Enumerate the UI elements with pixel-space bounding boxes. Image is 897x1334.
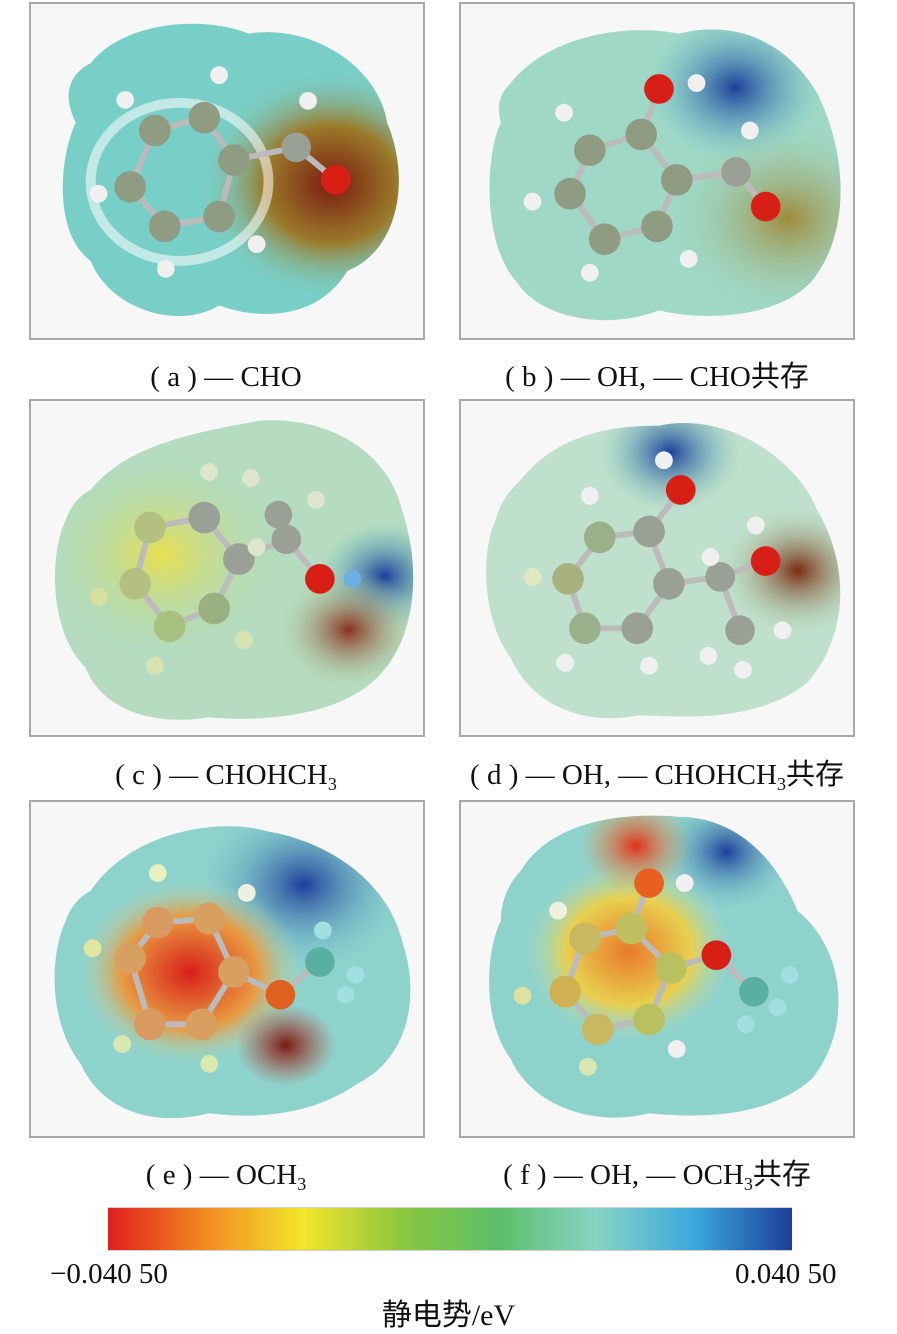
panel-d — [459, 399, 855, 737]
caption-f-main: OH, — OCH — [590, 1159, 744, 1191]
molecule-a-esp-map — [62, 23, 399, 317]
caption-f-sub: 3 — [743, 1174, 753, 1194]
panel-b — [459, 2, 855, 340]
molecule-d-esp-map — [486, 423, 841, 719]
caption-b: ( b ) — OH, — CHO共存 — [437, 360, 877, 394]
caption-c-prefix: ( c ) — — [115, 759, 206, 791]
atoms-b — [523, 74, 781, 282]
colorbar-title: 静电势/eV — [381, 1299, 516, 1332]
caption-a: ( a ) — CHO — [6, 360, 446, 394]
caption-d-prefix: ( d ) — — [470, 759, 562, 791]
atoms-f — [513, 868, 799, 1076]
caption-a-main: CHO — [240, 361, 302, 393]
esp-colorbar — [108, 1207, 792, 1251]
atoms-a — [89, 66, 351, 278]
caption-f-prefix: ( f ) — — [503, 1159, 591, 1191]
caption-e-prefix: ( e ) — — [145, 1159, 236, 1191]
caption-d: ( d ) — OH, — CHOHCH3共存 — [437, 758, 877, 795]
caption-b-prefix: ( b ) — — [505, 361, 597, 393]
caption-c: ( c ) — CHOHCH3 — [6, 758, 446, 795]
caption-d-main: OH, — CHOHCH — [561, 759, 777, 791]
caption-f-suffix: 共存 — [752, 1159, 811, 1191]
caption-f: ( f ) — OH, — OCH3共存 — [437, 1158, 877, 1195]
atoms-c — [89, 463, 362, 675]
caption-b-main: OH, — CHO共存 — [596, 361, 809, 393]
colorbar-min-label: −0.040 50 — [50, 1258, 168, 1290]
molecule-f-esp-map — [489, 815, 839, 1118]
caption-e: ( e ) — OCH3 — [6, 1158, 446, 1195]
molecule-e-esp-map — [54, 826, 411, 1119]
caption-e-main: OCH — [235, 1159, 298, 1191]
caption-e-sub: 3 — [297, 1174, 307, 1194]
panel-e — [29, 800, 425, 1138]
atoms-d — [523, 451, 792, 679]
panel-f — [459, 800, 855, 1138]
caption-d-suffix: 共存 — [785, 759, 844, 791]
panel-a — [29, 2, 425, 340]
caption-d-sub: 3 — [776, 774, 786, 794]
atoms-e — [83, 864, 365, 1073]
molecule-c-esp-map — [55, 420, 414, 720]
colorbar-max-label: 0.040 50 — [735, 1258, 837, 1290]
caption-c-main: CHOHCH — [205, 759, 328, 791]
caption-a-prefix: ( a ) — — [150, 361, 241, 393]
caption-c-sub: 3 — [327, 774, 337, 794]
molecule-b-esp-map — [489, 29, 841, 321]
panel-c — [29, 399, 425, 737]
